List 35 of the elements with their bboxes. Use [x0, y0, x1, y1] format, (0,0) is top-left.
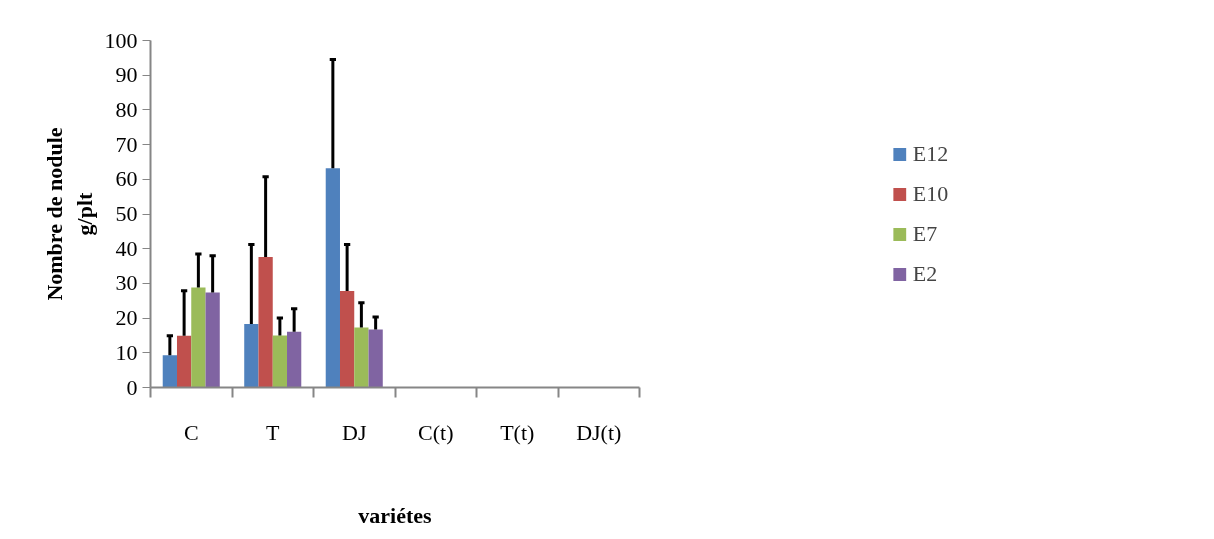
x-tick-label: DJ	[342, 419, 367, 445]
bar	[205, 292, 220, 388]
y-tick-label: 80	[115, 96, 138, 122]
legend-label: E12	[912, 140, 949, 167]
y-tick-label: 10	[115, 339, 138, 365]
y-tick-label: 70	[115, 131, 138, 157]
bar	[368, 329, 383, 388]
bar	[191, 287, 206, 388]
bar	[325, 168, 340, 388]
y-tick-label: 50	[115, 201, 138, 226]
legend-label: E2	[912, 260, 938, 287]
x-tick-label: C(t)	[418, 419, 454, 445]
x-tick-label: C	[183, 419, 199, 445]
bar	[272, 335, 288, 388]
y-tick-label: 40	[115, 235, 138, 261]
bar	[258, 257, 273, 388]
y-axis-title: Nombre de nodule g/plt	[41, 127, 97, 301]
y-tick-label: 0	[126, 374, 138, 400]
bar	[244, 324, 259, 388]
x-axis-title: variétes	[358, 502, 433, 528]
y-tick-label: 30	[115, 270, 138, 296]
y-tick-label: 100	[104, 27, 138, 53]
y-tick-label: 90	[115, 62, 138, 88]
x-tick-label: T	[266, 419, 281, 445]
legend-label: E10	[912, 180, 949, 207]
bar	[354, 327, 369, 388]
y-tick-label: 20	[115, 305, 138, 331]
x-tick-label: DJ(t)	[576, 419, 622, 445]
bar	[287, 331, 302, 388]
bar	[162, 355, 177, 388]
bar	[176, 335, 192, 388]
x-tick-label: T(t)	[500, 419, 535, 445]
y-tick-label: 60	[115, 166, 138, 192]
bar	[339, 291, 355, 388]
legend-label: E7	[912, 220, 938, 247]
